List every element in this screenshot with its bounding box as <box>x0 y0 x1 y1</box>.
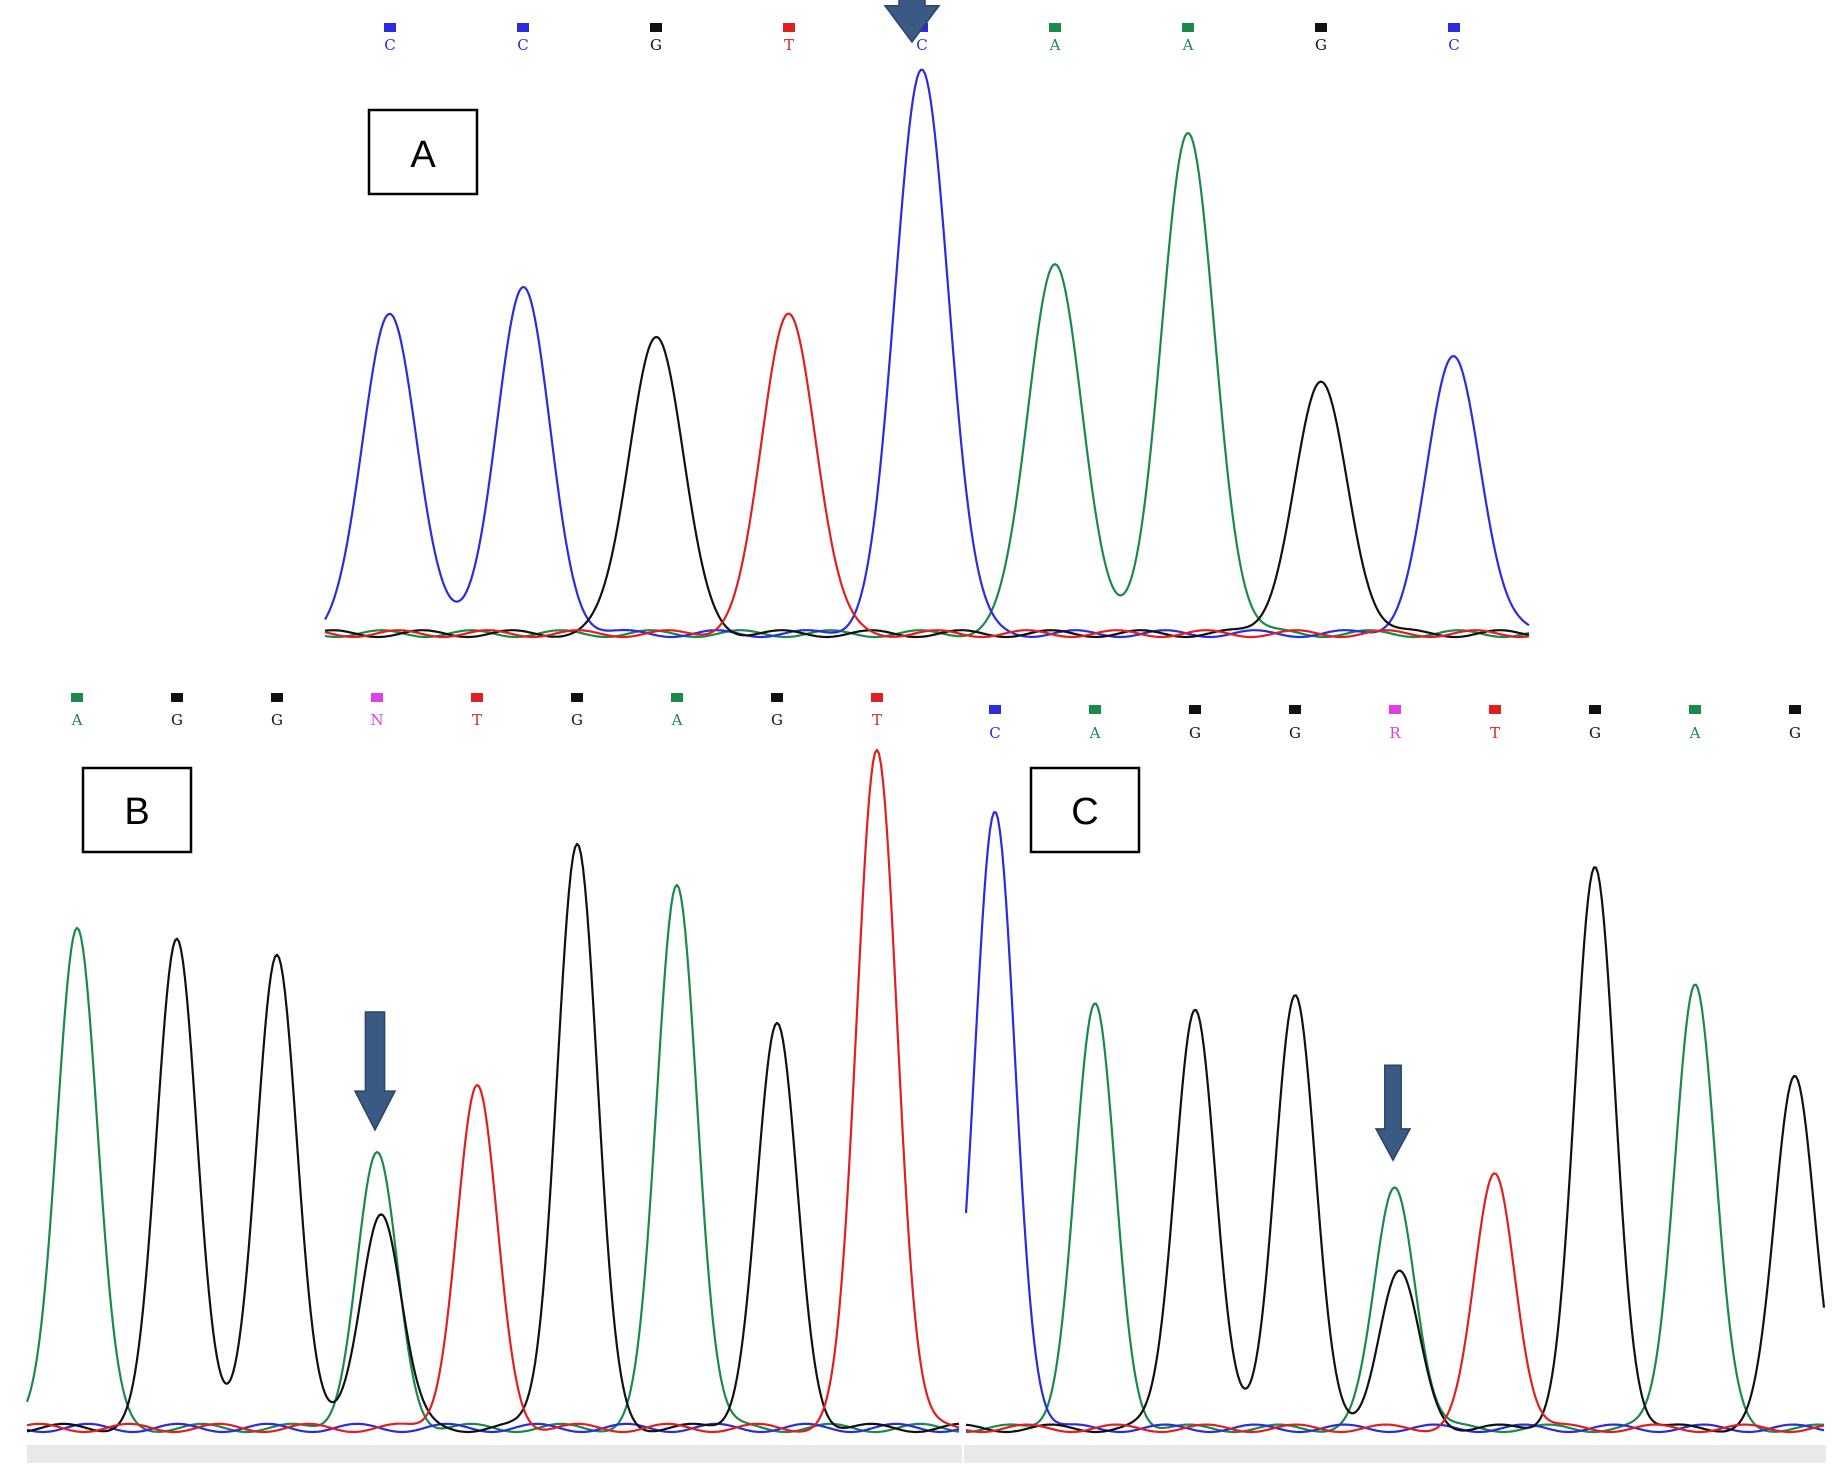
trace-line-C <box>324 68 1530 639</box>
panel-label: B <box>124 791 149 833</box>
base-color-marker <box>517 23 529 32</box>
base-call-letter: A <box>1089 724 1101 742</box>
trace-line-A <box>965 983 1825 1434</box>
base-color-marker <box>471 693 483 702</box>
trace-line-A <box>324 132 1530 639</box>
trace-line-C <box>26 1422 960 1434</box>
base-color-marker <box>1448 23 1460 32</box>
base-call-letter: A <box>1182 36 1194 54</box>
base-color-marker <box>1489 705 1501 714</box>
down-arrow-icon <box>883 0 941 44</box>
panel-label-box <box>367 108 479 196</box>
base-call-letter: G <box>1789 724 1801 742</box>
base-color-marker <box>989 705 1001 714</box>
base-color-marker <box>171 693 183 702</box>
base-color-marker <box>650 23 662 32</box>
panel-label-box <box>1029 766 1141 854</box>
base-call-letter: G <box>650 36 662 54</box>
trace-baseline-bar <box>27 1445 962 1463</box>
base-color-marker <box>1389 705 1401 714</box>
base-call-letter: T <box>1490 724 1500 742</box>
base-color-marker <box>1049 23 1061 32</box>
base-call-letter: C <box>1448 36 1459 54</box>
base-call-letter: G <box>1289 724 1301 742</box>
base-call-letter: C <box>517 36 528 54</box>
panel-label-box <box>81 766 193 854</box>
base-color-marker <box>771 693 783 702</box>
base-color-marker <box>1089 705 1101 714</box>
base-call-letter: A <box>1689 724 1701 742</box>
base-call-letter: G <box>171 711 183 729</box>
trace-line-T <box>965 1172 1825 1434</box>
base-call-letter: G <box>571 711 583 729</box>
base-call-letter: G <box>1189 724 1201 742</box>
chromatogram-panel-b: B A G G N T G A G T <box>25 693 960 1434</box>
base-color-marker <box>271 693 283 702</box>
trace-line-A <box>25 883 960 1434</box>
trace-line-T <box>26 748 960 1434</box>
down-arrow-icon <box>353 1011 397 1132</box>
base-color-marker <box>1315 23 1327 32</box>
base-call-letter: A <box>71 711 83 729</box>
base-call-letter: G <box>271 711 283 729</box>
trace-group <box>324 68 1530 639</box>
base-color-marker <box>384 23 396 32</box>
base-call-letter: T <box>784 36 794 54</box>
trace-group <box>25 748 960 1434</box>
mutation-arrow-icon <box>353 1011 397 1132</box>
chromatogram-panel-c: C C A G G R T G A G <box>964 705 1826 1434</box>
base-call-letter: C <box>989 724 1000 742</box>
base-color-marker <box>571 693 583 702</box>
base-color-marker <box>1289 705 1301 714</box>
base-color-marker <box>1589 705 1601 714</box>
trace-line-G <box>965 866 1826 1434</box>
trace-line-G <box>26 842 960 1434</box>
base-call-letter: N <box>370 711 383 729</box>
mutation-arrow-icon <box>883 0 941 44</box>
down-arrow-icon <box>1374 1064 1412 1162</box>
base-call-letter: G <box>1315 36 1327 54</box>
panel-label: C <box>1071 791 1098 833</box>
base-call-letter: T <box>472 711 482 729</box>
base-call-letter: C <box>384 36 395 54</box>
chromatogram-panel-a: A C C G T C A A G C <box>324 0 1530 639</box>
base-call-letter: G <box>1589 724 1601 742</box>
base-call-letter: T <box>872 711 882 729</box>
base-color-marker <box>71 693 83 702</box>
base-color-marker <box>783 23 795 32</box>
base-color-marker <box>1189 705 1201 714</box>
base-color-marker <box>1689 705 1701 714</box>
trace-line-T <box>324 312 1530 639</box>
base-color-marker <box>1789 705 1801 714</box>
base-color-marker <box>871 693 883 702</box>
trace-baseline-bar <box>964 1445 1826 1463</box>
mutation-arrow-icon <box>1374 1064 1412 1162</box>
base-color-marker <box>1182 23 1194 32</box>
base-call-letter: C <box>916 36 927 54</box>
base-call-letter: R <box>1389 724 1401 742</box>
trace-group <box>964 811 1826 1434</box>
base-color-marker <box>671 693 683 702</box>
trace-line-G <box>324 335 1530 639</box>
panel-label: A <box>410 134 436 176</box>
base-call-letter: G <box>771 711 783 729</box>
base-call-letter: A <box>1049 36 1061 54</box>
base-call-letter: A <box>671 711 683 729</box>
base-color-marker <box>371 693 383 702</box>
